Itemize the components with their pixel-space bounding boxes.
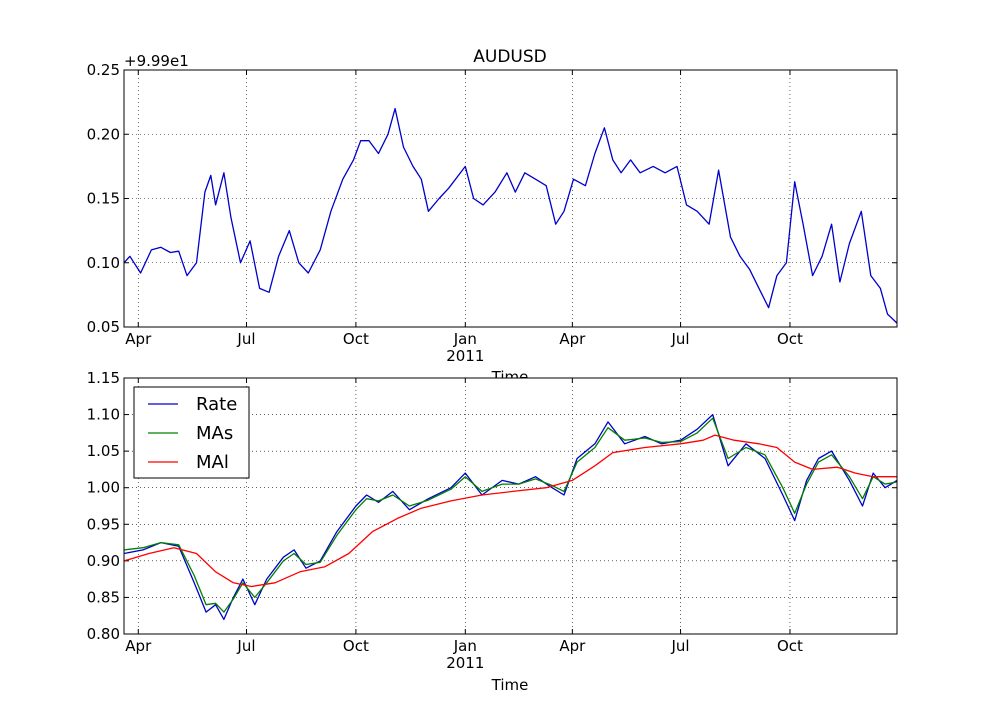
legend: Rate MAs MAl	[133, 386, 250, 479]
top-plot-area	[124, 70, 897, 327]
bottom-y-tick-label: 1.00	[87, 479, 120, 497]
bottom-y-tick-label: 0.95	[87, 515, 120, 533]
bottom-chart-xlabel: Time	[491, 676, 529, 694]
bottom-series-line-mal	[123, 434, 897, 588]
top-y-tick-label: 0.20	[87, 125, 120, 143]
top-x-tick-label: Jul	[671, 330, 690, 348]
bottom-y-tick-label: 0.80	[87, 625, 120, 643]
legend-label-rate: Rate	[196, 394, 237, 415]
top-y-tick-label: 0.15	[87, 190, 120, 208]
top-x-tick-label: Apr	[125, 330, 152, 348]
bottom-x-tick-label: Oct	[343, 637, 369, 655]
legend-label-mas: MAs	[196, 423, 233, 444]
bottom-x-tick-label: Jul	[236, 637, 255, 655]
bottom-x-tick-label: Oct	[777, 637, 803, 655]
top-x-tick-label: Apr	[559, 330, 586, 348]
bottom-x-tick-label: Apr	[125, 637, 152, 655]
top-chart-title: AUDUSD	[473, 47, 547, 67]
top-x-tick-label: Jan	[453, 330, 477, 348]
bottom-axes-frame	[123, 377, 898, 635]
top-y-tick-label: 0.05	[87, 318, 120, 336]
bottom-chart-panel: 0.80 0.85 0.90 0.95 1.00 1.05 1.10 1.15 Apr Jul Oc…	[87, 369, 898, 672]
top-axes-frame	[123, 69, 898, 328]
top-y-tick-label: 0.25	[87, 61, 120, 79]
top-x-year-label: 2011	[446, 347, 484, 365]
bottom-y-tick-label: 1.05	[87, 442, 120, 460]
bottom-series-line-rate	[123, 413, 898, 621]
bottom-x-year-label: 2011	[446, 654, 484, 672]
bottom-y-tick-label: 0.85	[87, 588, 120, 606]
top-chart-offset-label: +9.99e1	[124, 52, 189, 70]
top-chart-panel: 0.05 0.10 0.15 0.20 0.25 Apr Jul Oct Jan Apr Jul Oc…	[87, 61, 898, 365]
top-y-tick-label: 0.10	[87, 254, 120, 272]
bottom-y-tick-label: 0.90	[87, 552, 120, 570]
top-x-tick-label: Oct	[343, 330, 369, 348]
bottom-x-tick-label: Apr	[559, 637, 586, 655]
top-x-tick-label: Oct	[777, 330, 803, 348]
top-series-line-series-0	[123, 107, 898, 324]
bottom-series-line-mas	[123, 417, 898, 613]
top-x-tick-label: Jul	[236, 330, 255, 348]
legend-label-mal: MAl	[196, 452, 229, 473]
bottom-x-tick-label: Jul	[671, 637, 690, 655]
bottom-x-tick-label: Jan	[453, 637, 477, 655]
bottom-y-tick-label: 1.10	[87, 406, 120, 424]
bottom-y-tick-label: 1.15	[87, 369, 120, 387]
bottom-plot-area	[124, 378, 897, 634]
